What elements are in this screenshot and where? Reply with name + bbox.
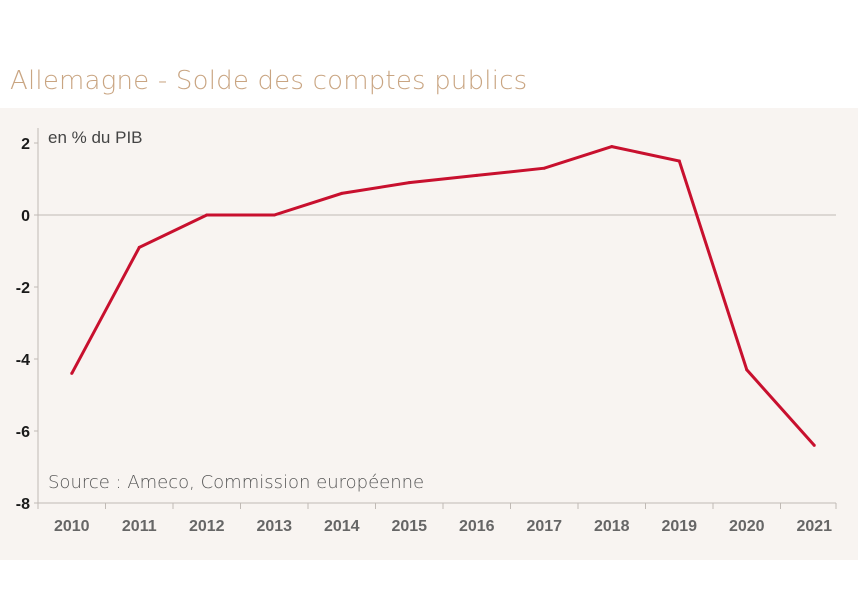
y-tick-label: -6 — [16, 424, 30, 441]
data-point — [745, 368, 749, 372]
x-tick-label: 2016 — [459, 518, 495, 535]
x-tick-label: 2020 — [729, 518, 765, 535]
y-tick-label: -2 — [16, 280, 30, 297]
x-tick-label: 2013 — [256, 518, 292, 535]
data-point — [70, 371, 74, 375]
series-layer — [70, 145, 816, 447]
data-point — [610, 145, 614, 149]
data-point — [407, 181, 411, 185]
data-point — [812, 443, 816, 447]
source-note: Source : Ameco, Commission européenne — [48, 472, 424, 493]
x-tick-label: 2012 — [189, 518, 225, 535]
data-point — [340, 191, 344, 195]
data-point — [272, 213, 276, 217]
y-unit-label: en % du PIB — [48, 128, 143, 147]
axes — [37, 128, 836, 504]
x-axis-ticks: 2010 2011 2012 2013 2014 2015 2016 2017 2018 2019… — [37, 503, 837, 535]
y-tick-label: 0 — [21, 208, 30, 225]
y-tick-label: 2 — [21, 136, 30, 153]
y-axis-ticks: 2 0 -2 -4 -6 -8 — [16, 136, 38, 513]
data-point — [677, 159, 681, 163]
x-tick-label: 2017 — [526, 518, 562, 535]
series-line — [70, 145, 816, 447]
chart-title: Allemagne - Solde des comptes publics — [10, 66, 528, 96]
x-tick-label: 2019 — [661, 518, 697, 535]
data-point — [205, 213, 209, 217]
data-point — [542, 166, 546, 170]
x-tick-label: 2021 — [796, 518, 832, 535]
x-tick-label: 2010 — [54, 518, 90, 535]
x-tick-label: 2018 — [594, 518, 630, 535]
x-tick-label: 2015 — [391, 518, 427, 535]
x-tick-label: 2011 — [122, 518, 157, 535]
plot-panel — [0, 108, 858, 560]
y-tick-label: -8 — [16, 496, 30, 513]
y-tick-label: -4 — [16, 352, 30, 369]
x-tick-label: 2014 — [324, 518, 360, 535]
data-point — [137, 245, 141, 249]
data-point — [475, 173, 479, 177]
